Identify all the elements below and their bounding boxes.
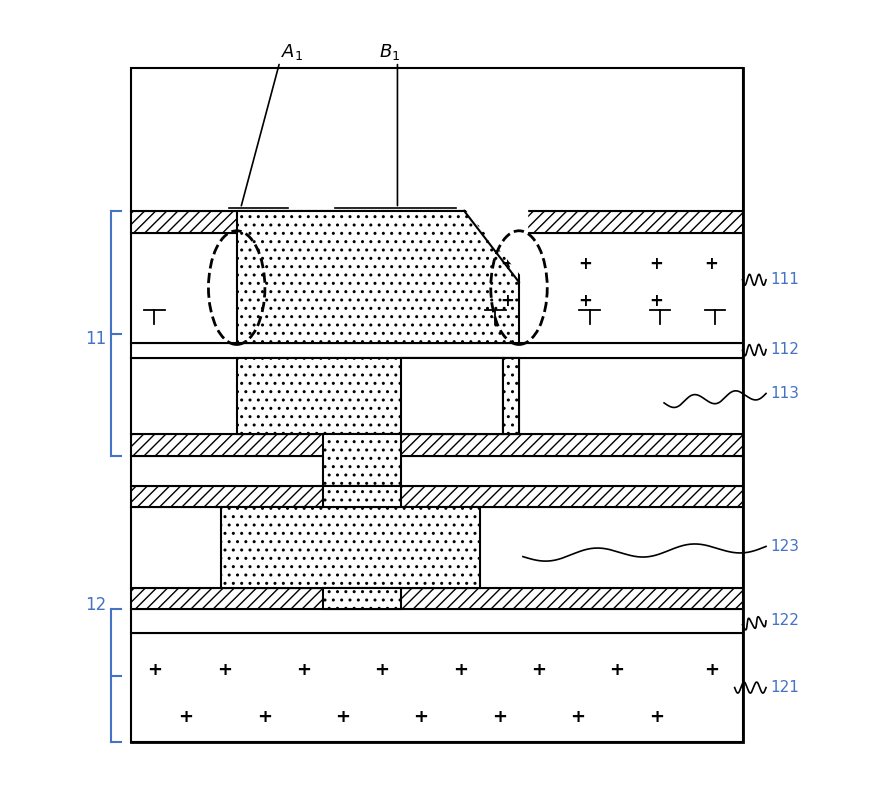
Text: +: +: [610, 660, 625, 678]
Text: 12: 12: [84, 597, 106, 614]
Bar: [131, 342, 742, 358]
Polygon shape: [464, 207, 527, 283]
Text: 111: 111: [770, 272, 799, 287]
Text: +: +: [649, 255, 663, 273]
Bar: [236, 358, 519, 434]
Text: +: +: [501, 292, 514, 310]
Text: $A_1$: $A_1$: [281, 42, 302, 62]
Bar: [131, 507, 742, 588]
Bar: [131, 633, 742, 742]
Bar: [131, 609, 742, 633]
Text: 11: 11: [84, 330, 106, 348]
Text: +: +: [571, 708, 585, 726]
Text: +: +: [374, 660, 389, 678]
Bar: [236, 211, 519, 342]
Text: 122: 122: [770, 613, 799, 629]
Bar: [401, 358, 503, 434]
Bar: [131, 68, 742, 211]
Text: 112: 112: [770, 342, 799, 357]
Bar: [221, 507, 480, 588]
Text: +: +: [257, 708, 272, 726]
Text: +: +: [147, 660, 162, 678]
Text: 113: 113: [770, 386, 799, 401]
Text: +: +: [649, 292, 663, 310]
Text: +: +: [704, 255, 718, 273]
Text: +: +: [531, 660, 546, 678]
Text: +: +: [703, 660, 718, 678]
Text: +: +: [453, 660, 468, 678]
Text: +: +: [649, 708, 664, 726]
Bar: [131, 211, 742, 233]
Bar: [131, 233, 742, 342]
Text: +: +: [413, 708, 428, 726]
Bar: [323, 588, 401, 609]
Text: +: +: [218, 660, 232, 678]
Text: $B_1$: $B_1$: [379, 42, 400, 62]
Text: +: +: [579, 255, 593, 273]
Bar: [131, 434, 742, 456]
Text: +: +: [501, 255, 514, 273]
Bar: [503, 358, 519, 434]
Bar: [131, 486, 742, 507]
Text: +: +: [178, 708, 193, 726]
Bar: [131, 456, 742, 486]
Text: +: +: [296, 660, 311, 678]
Text: 121: 121: [770, 680, 799, 695]
Text: +: +: [492, 708, 507, 726]
Text: +: +: [579, 292, 593, 310]
Bar: [131, 358, 742, 434]
Bar: [323, 486, 401, 507]
Bar: [131, 588, 742, 609]
Bar: [131, 68, 742, 742]
Bar: [323, 434, 401, 486]
Text: +: +: [335, 708, 350, 726]
Text: 123: 123: [770, 539, 799, 554]
